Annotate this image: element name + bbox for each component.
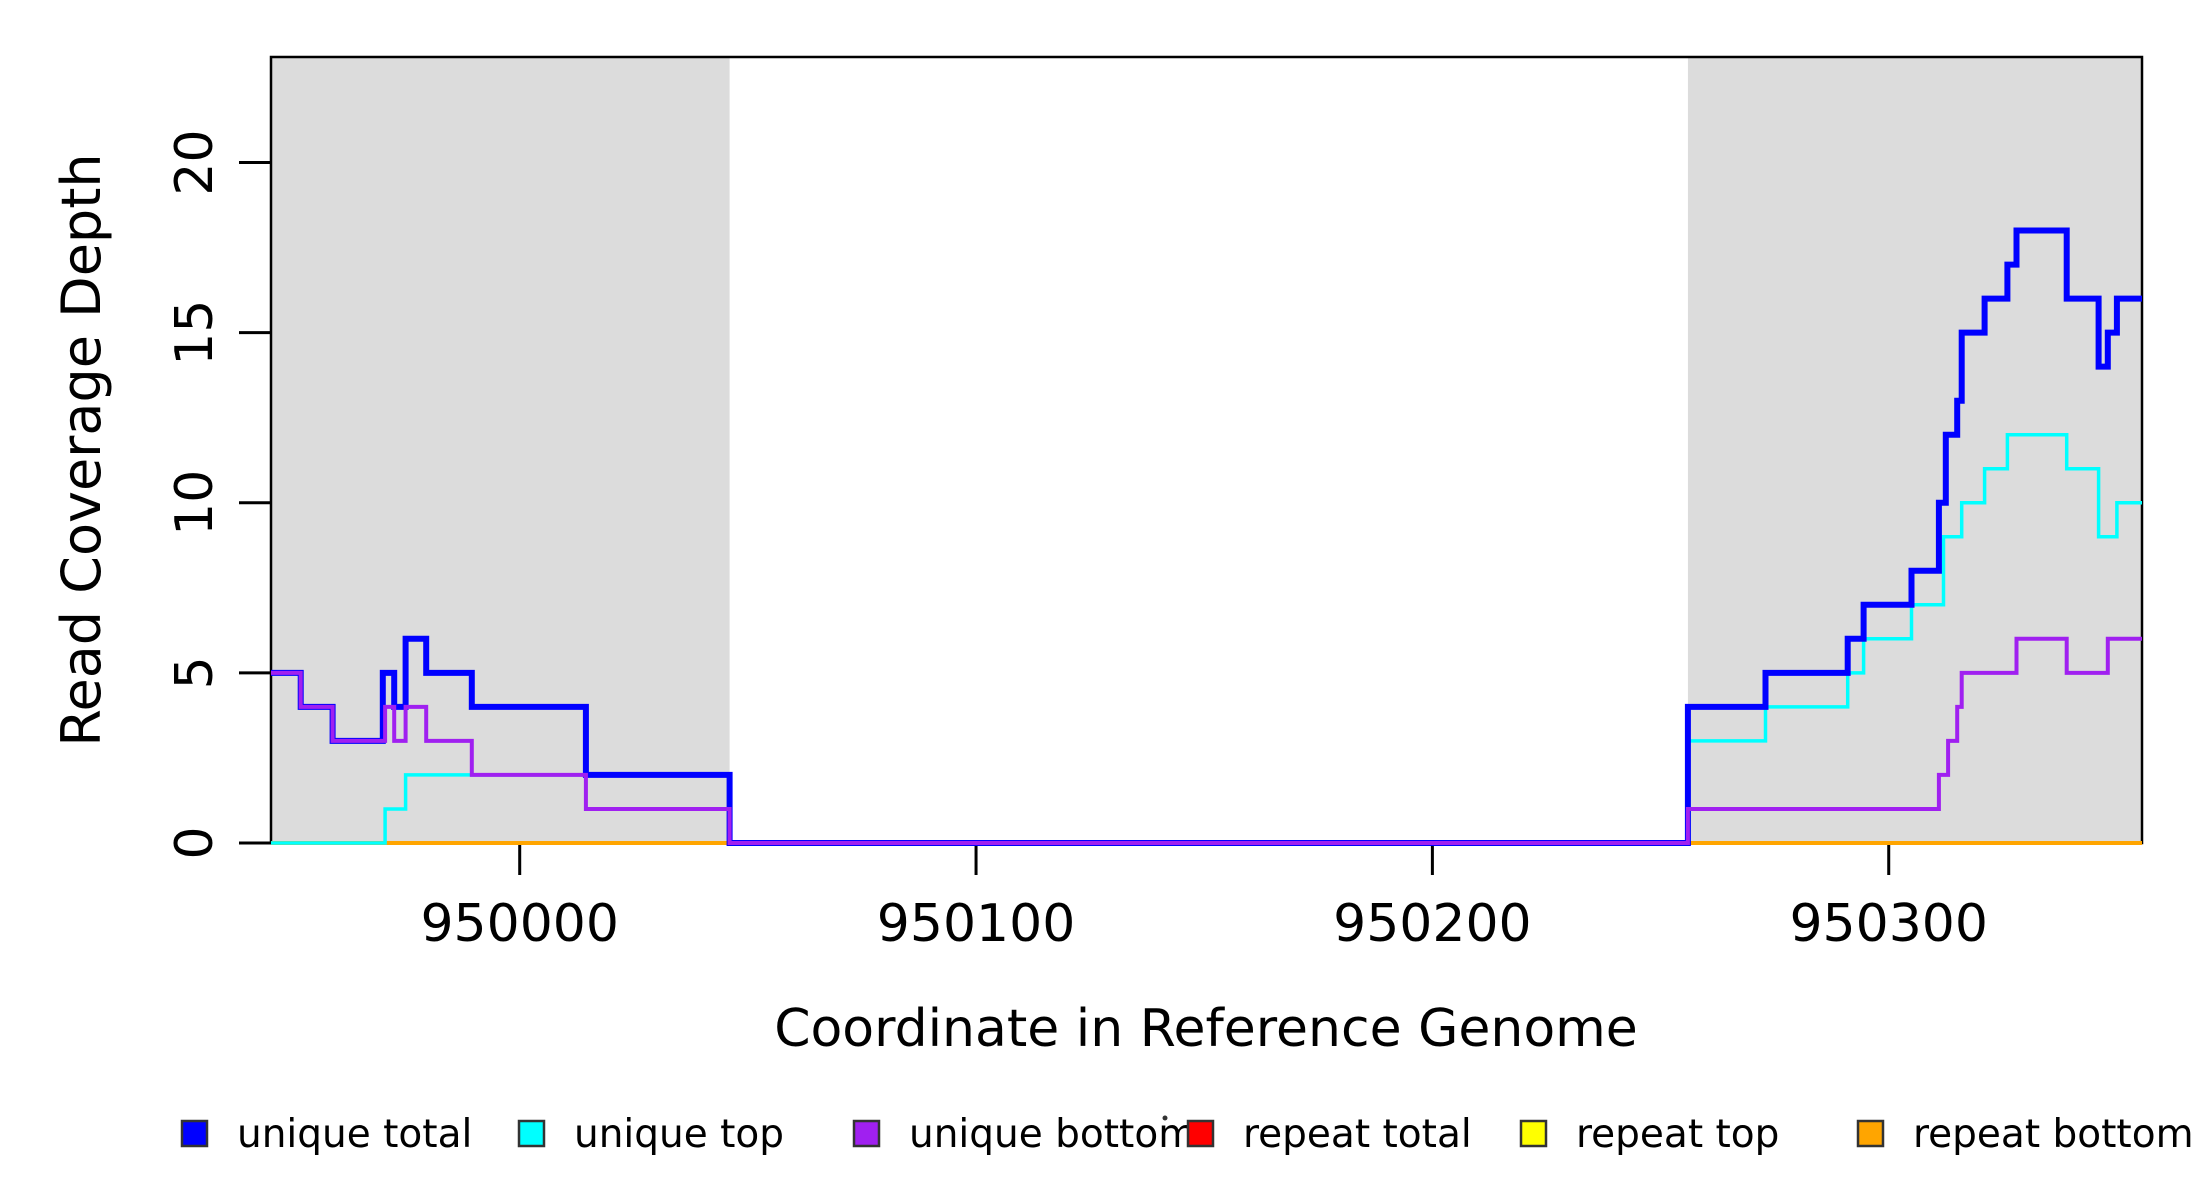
- series-line-unique-bottom: [271, 636, 2142, 845]
- legend-swatch-unique-total: [180, 1119, 209, 1148]
- legend-swatch-unique-bottom: [852, 1119, 881, 1148]
- x-tick-label: 950300: [1789, 894, 1988, 954]
- stray-mark: [1162, 1115, 1168, 1121]
- legend-item-repeat-top: repeat top: [1519, 1112, 1779, 1157]
- shaded-region-1: [271, 57, 730, 843]
- x-tick-label: 950200: [1333, 894, 1532, 954]
- legend-item-unique-total: unique total: [180, 1112, 472, 1157]
- x-axis-title: Coordinate in Reference Genome: [774, 999, 1638, 1059]
- legend-item-repeat-bottom: repeat bottom: [1856, 1112, 2194, 1157]
- legend-item-unique-bottom: unique bottom: [852, 1112, 1196, 1157]
- legend-label-unique-bottom: unique bottom: [909, 1112, 1196, 1157]
- legend-label-repeat-bottom: repeat bottom: [1913, 1112, 2194, 1157]
- shaded-region-2: [1687, 57, 2142, 843]
- y-tick-label: 20: [165, 129, 225, 195]
- legend-label-unique-top: unique top: [574, 1112, 784, 1157]
- y-tick-label: 10: [165, 470, 225, 536]
- legend: unique total unique top unique bottom repea…: [180, 1112, 2194, 1157]
- series-lines: [271, 227, 2142, 846]
- legend-label-unique-total: unique total: [237, 1112, 472, 1157]
- legend-swatch-repeat-top: [1519, 1119, 1548, 1148]
- legend-item-unique-top: unique top: [517, 1112, 784, 1157]
- legend-label-repeat-total: repeat total: [1243, 1112, 1472, 1157]
- legend-item-repeat-total: repeat total: [1186, 1112, 1472, 1157]
- legend-label-repeat-top: repeat top: [1576, 1112, 1779, 1157]
- legend-swatch-unique-top: [517, 1119, 546, 1148]
- axes: 950000 950100 950200 950300 0 5 10 15 20: [165, 129, 1988, 954]
- series-line-unique-total: [271, 227, 2142, 846]
- y-tick-label: 0: [165, 826, 225, 859]
- legend-swatch-repeat-total: [1186, 1119, 1215, 1148]
- x-tick-label: 950100: [877, 894, 1076, 954]
- legend-swatch-repeat-bottom: [1856, 1119, 1885, 1148]
- y-tick-label: 15: [165, 300, 225, 366]
- x-tick-label: 950000: [420, 894, 619, 954]
- y-axis-title: Read Coverage Depth: [50, 153, 113, 746]
- y-tick-label: 5: [165, 656, 225, 689]
- shaded-regions: [271, 57, 2142, 843]
